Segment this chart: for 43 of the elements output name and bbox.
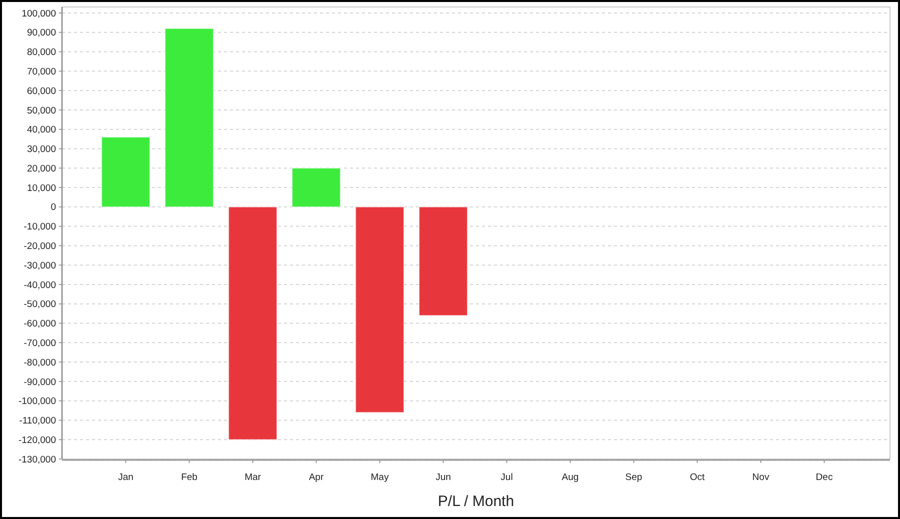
y-tick-label: 40,000 [26,124,56,136]
x-tick-label: Sep [625,472,642,483]
x-tick-label: Jun [436,472,451,483]
y-tick-label: -20,000 [24,241,56,252]
x-tick-label: Jul [500,472,513,483]
y-tick-label: -100,000 [18,396,56,408]
x-tick-label: Dec [816,472,833,483]
y-tick-label: 20,000 [26,163,56,174]
y-tick-label: 30,000 [26,144,56,156]
y-tick-label: -80,000 [24,357,56,368]
y-tick-label: 90,000 [26,28,56,39]
x-tick-label: Mar [244,472,261,483]
y-tick-label: -130,000 [18,454,56,466]
y-tick-label: 80,000 [26,47,56,58]
bar [292,168,341,208]
x-tick-label: Jan [118,472,134,483]
x-tick-label: Feb [181,472,198,483]
y-tick-label: -120,000 [18,434,56,446]
bar [355,206,404,413]
y-tick-label: -90,000 [24,376,56,388]
y-tick-label: -10,000 [24,222,56,233]
y-tick-label: 70,000 [26,66,56,78]
y-tick-label: 60,000 [26,86,56,97]
y-tick-label: -50,000 [24,299,56,310]
x-tick-label: May [370,472,389,483]
x-tick-label: Nov [752,472,770,483]
bar [164,28,214,208]
y-tick-label: 10,000 [26,182,56,194]
x-tick-label: Aug [562,472,579,483]
y-tick-label: -30,000 [24,260,56,272]
y-tick-label: -60,000 [24,318,56,330]
y-tick-label: -40,000 [24,280,56,291]
bar [101,136,150,208]
bar [228,206,278,440]
y-tick-label: 100,000 [22,8,56,20]
x-axis-title: P/L / Month [438,493,514,510]
y-tick-label: -70,000 [24,338,56,349]
y-tick-label: 50,000 [26,105,56,116]
y-tick-label: -110,000 [19,416,56,427]
x-tick-label: Apr [308,472,324,483]
bar [418,206,468,316]
x-tick-label: Oct [690,472,705,483]
y-tick-label: 0 [50,202,56,214]
